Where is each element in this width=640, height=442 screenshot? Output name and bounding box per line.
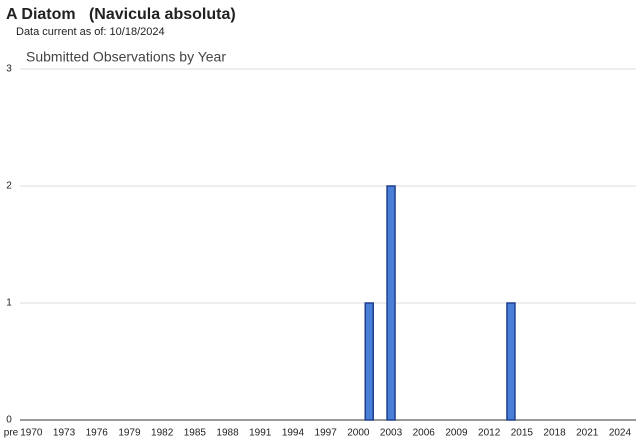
- page-subtitle: Data current as of: 10/18/2024: [16, 26, 165, 38]
- bar: [386, 185, 396, 421]
- x-tick-label: 1985: [184, 428, 207, 439]
- bar: [506, 302, 516, 421]
- y-tick-label: 0: [6, 415, 12, 426]
- x-tick-label: 2003: [380, 428, 403, 439]
- bar: [364, 302, 374, 421]
- x-tick-label: 2012: [478, 428, 501, 439]
- x-tick-label: 1994: [282, 428, 305, 439]
- x-tick-label: pre: [4, 428, 19, 439]
- y-tick-label: 3: [6, 64, 12, 75]
- x-tick-label: 1988: [216, 428, 239, 439]
- x-tick-label: 2000: [347, 428, 370, 439]
- x-tick-label: 1976: [86, 428, 109, 439]
- x-tick-label: 2018: [543, 428, 566, 439]
- x-tick-label: 1970: [20, 428, 43, 439]
- x-tick-label: 2009: [445, 428, 468, 439]
- y-tick-label: 2: [6, 181, 12, 192]
- x-tick-label: 2006: [413, 428, 436, 439]
- x-tick-label: 1991: [249, 428, 272, 439]
- y-tick-label: 1: [6, 298, 12, 309]
- page-title: A Diatom (Navicula absoluta): [6, 6, 236, 23]
- x-tick-label: 1997: [315, 428, 338, 439]
- x-tick-label: 1979: [118, 428, 141, 439]
- chart-title: Submitted Observations by Year: [26, 49, 226, 65]
- x-tick-label: 1982: [151, 428, 174, 439]
- x-tick-label: 1973: [53, 428, 76, 439]
- x-tick-label: 2024: [609, 428, 632, 439]
- x-tick-label: 2021: [576, 428, 599, 439]
- x-tick-label: 2015: [511, 428, 534, 439]
